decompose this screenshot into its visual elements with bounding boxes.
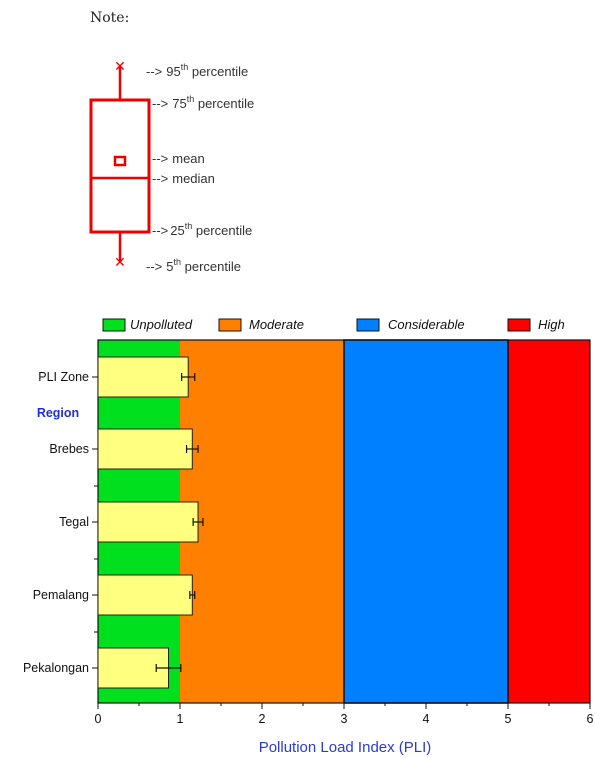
x-tick-label-0: 0 (95, 712, 102, 726)
y-label-pli-zone: PLI Zone (38, 370, 89, 384)
bar-tegal (97, 501, 199, 543)
key-labels: --> 95th percentile --> 75th percentile --… (146, 62, 254, 274)
y-label-tegal: Tegal (59, 515, 89, 529)
key-95-marker: ✕ (114, 59, 126, 75)
key-label-median: --> median (152, 171, 215, 186)
key-label-p25: --> 25th percentile (152, 221, 252, 238)
pli-bars (97, 356, 204, 689)
legend-swatch-considerable (356, 318, 380, 332)
zone-band-moderate (180, 340, 344, 703)
bar-pemalang (97, 574, 193, 616)
zone-bands (97, 339, 591, 704)
x-tick-label-3: 3 (341, 712, 348, 726)
key-label-p95: --> 95th percentile (146, 62, 248, 79)
key-label-mean: --> mean (152, 151, 205, 166)
legend-label-moderate: Moderate (249, 317, 304, 332)
zone-band-considerable (344, 340, 508, 703)
y-label-brebes: Brebes (49, 442, 89, 456)
key-label-p75: --> 75th percentile (152, 94, 254, 111)
key-mean-marker (113, 155, 127, 167)
legend-swatch-unpolluted (102, 318, 126, 332)
y-label-pemalang: Pemalang (33, 588, 89, 602)
y-label-pekalongan: Pekalongan (23, 661, 89, 675)
legend-swatch-moderate (218, 318, 242, 332)
key-box (89, 98, 151, 234)
x-axis-label: Pollution Load Index (PLI) (259, 739, 432, 756)
bar-pli-zone (97, 356, 189, 398)
x-tick-label-5: 5 (505, 712, 512, 726)
key-5-marker: ✕ (114, 255, 126, 271)
key-label-p5: --> 5th percentile (146, 257, 241, 274)
legend-label-high: High (538, 317, 565, 332)
x-tick-label-1: 1 (177, 712, 184, 726)
legend-label-unpolluted: Unpolluted (130, 317, 193, 332)
x-tick-label-6: 6 (587, 712, 594, 726)
y-label-region: Region (37, 406, 79, 420)
zone-legend: Unpolluted Moderate Considerable High (102, 317, 565, 332)
y-axis: PLI Zone Region Brebes Tegal Pemalang Pekalon… (23, 370, 98, 675)
legend-label-considerable: Considerable (388, 317, 465, 332)
legend-swatch-high (507, 318, 531, 332)
x-tick-label-2: 2 (259, 712, 266, 726)
x-axis: 0 1 2 3 4 5 6 (95, 703, 594, 726)
zone-band-high (508, 340, 590, 703)
note-title: Note: (90, 10, 129, 26)
box-key: ✕ ✕ (89, 59, 151, 271)
bar-brebes (97, 428, 193, 470)
x-tick-label-4: 4 (423, 712, 430, 726)
